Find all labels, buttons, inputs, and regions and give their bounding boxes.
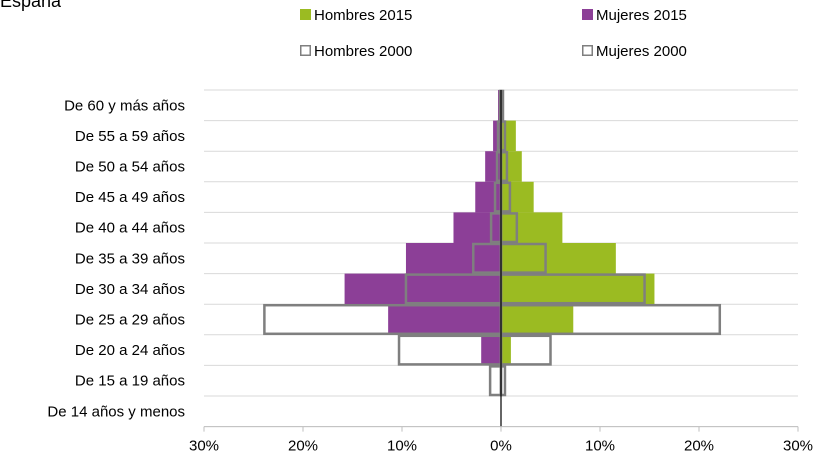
bars: [263, 89, 722, 397]
category-label: De 40 a 44 años: [75, 220, 185, 237]
legend-label: Mujeres 2015: [596, 7, 687, 24]
bar-mujeres-2000: [488, 365, 503, 397]
bar-hombres-2015: [501, 273, 655, 305]
x-tick-label: 30%: [189, 438, 219, 455]
legend-swatch: [300, 9, 311, 20]
legend: Hombres 2015 Mujeres 2015 Hombres 2000 Muje…: [300, 7, 687, 60]
category-label: De 30 a 34 años: [75, 281, 185, 298]
legend-entry: Hombres 2015: [300, 7, 412, 24]
legend-swatch: [582, 45, 593, 56]
category-label: De 14 años y menos: [47, 403, 185, 420]
legend-label: Hombres 2015: [314, 7, 412, 24]
bar-hombres-2015: [501, 334, 511, 366]
legend-swatch: [300, 45, 311, 56]
x-tick-label: 0%: [490, 438, 512, 455]
bar-mujeres-2015: [388, 304, 501, 335]
bar-hombres-2015: [501, 181, 534, 213]
chart-title-fragment: España: [0, 0, 62, 11]
x-tick-label: 10%: [387, 438, 417, 455]
bar-hombres-2015: [501, 304, 574, 335]
legend-entry: Mujeres 2015: [582, 7, 687, 24]
legend-entry: Hombres 2000: [300, 43, 412, 60]
category-label: De 35 a 39 años: [75, 250, 185, 267]
category-label: De 55 a 59 años: [75, 128, 185, 145]
x-tick-label: 20%: [288, 438, 318, 455]
bar-mujeres-2015: [485, 151, 501, 182]
axis: De 60 y más años De 55 a 59 años De 50 a 5…: [47, 90, 813, 455]
category-label: De 60 y más años: [64, 97, 185, 114]
category-label: De 15 a 19 años: [75, 373, 185, 390]
bar-mujeres-2015: [481, 334, 501, 366]
category-label: De 50 a 54 años: [75, 159, 185, 176]
category-label: De 25 a 29 años: [75, 312, 185, 329]
bar-hombres-2015: [501, 243, 616, 274]
bar-mujeres-2015: [453, 212, 501, 243]
category-label: De 45 a 49 años: [75, 189, 185, 206]
category-label: De 20 a 24 años: [75, 342, 185, 359]
x-tick-label: 20%: [684, 438, 714, 455]
legend-entry: Mujeres 2000: [582, 43, 687, 60]
bar-hombres-2015: [501, 120, 516, 152]
legend-swatch: [582, 9, 593, 20]
x-tick-label: 10%: [585, 438, 615, 455]
legend-label: Mujeres 2000: [596, 43, 687, 60]
bar-mujeres-2015: [405, 243, 501, 274]
legend-label: Hombres 2000: [314, 43, 412, 60]
bar-mujeres-2015: [475, 181, 501, 213]
bar-hombres-2015: [501, 151, 522, 182]
bar-hombres-2015: [501, 212, 563, 243]
x-tick-label: 30%: [783, 438, 813, 455]
bar-mujeres-2015: [344, 273, 501, 305]
